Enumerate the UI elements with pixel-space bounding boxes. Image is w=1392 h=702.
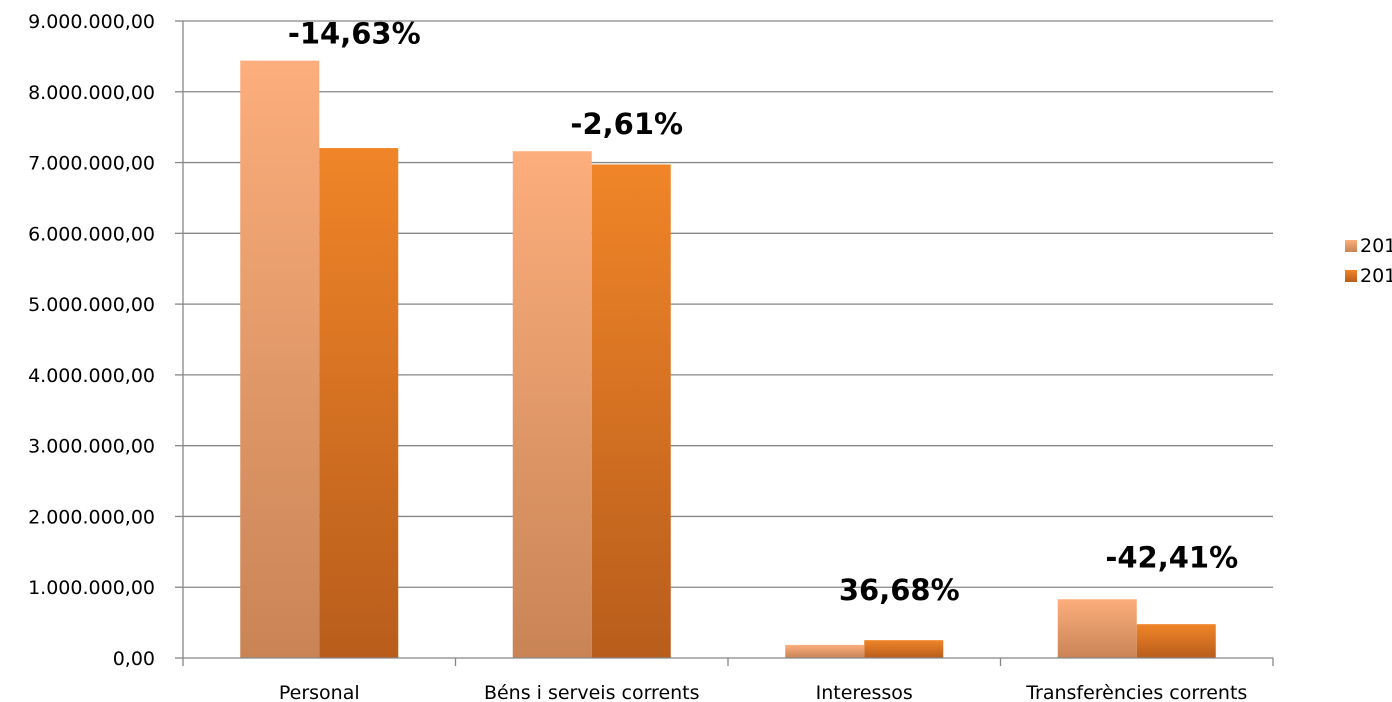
x-category-label: Béns i serveis corrents [484,682,700,702]
bar-2012-2 [591,164,671,658]
x-category-label: Transferències corrents [1025,682,1247,702]
percent-change-label: -42,41% [1105,540,1238,574]
x-category-label: Interessos [816,682,913,702]
y-tick-label: 0,00 [113,648,155,670]
y-tick-label: 4.000.000,00 [28,365,155,387]
y-tick-label: 8.000.000,00 [28,82,155,104]
percent-change-label: -14,63% [288,17,421,51]
x-axis: Personal Béns i serveis corrents Interesso… [182,657,1274,702]
bar-2011-2 [512,151,592,658]
y-tick-label: 6.000.000,00 [28,223,155,245]
annotations: -14,63% -2,61% 36,68% -42,41% [288,17,1238,608]
y-tick-label: 1.000.000,00 [28,577,155,599]
bars [240,60,1216,658]
bar-2011-3 [785,644,865,658]
legend-swatch [1345,270,1357,282]
y-tick-label: 5.000.000,00 [28,294,155,316]
y-tick-label: 9.000.000,00 [28,11,155,33]
bar-2012-3 [864,640,944,658]
y-tick-label: 7.000.000,00 [28,153,155,175]
bar-2011-1 [240,60,320,658]
x-category-label: Personal [279,682,360,702]
legend-label: 2011 [1360,235,1392,257]
bar-2011-4 [1057,599,1137,658]
y-tick-label: 3.000.000,00 [28,436,155,458]
bar-2012-4 [1136,624,1216,658]
y-axis: 0,00 1.000.000,00 2.000.000,00 3.000.000,00… [28,11,184,670]
bar-2012-1 [319,148,399,658]
percent-change-label: -2,61% [570,107,683,141]
percent-change-label: 36,68% [839,573,960,607]
legend-swatch [1345,240,1357,252]
y-tick-label: 2.000.000,00 [28,506,155,528]
